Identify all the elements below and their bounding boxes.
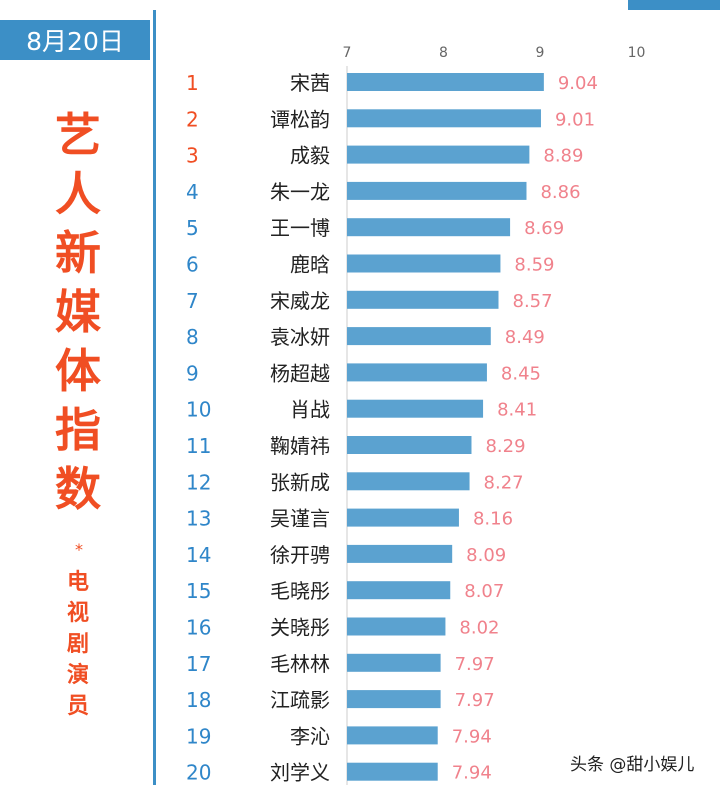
rank-label: 17 bbox=[186, 652, 211, 676]
bar bbox=[347, 653, 441, 672]
bar bbox=[347, 109, 541, 128]
x-tick-label: 7 bbox=[343, 45, 352, 61]
svg-text:": " bbox=[298, 0, 307, 6]
category-label: 吴谨言 bbox=[270, 507, 330, 531]
side-title: 艺人新媒体指数 bbox=[55, 108, 101, 516]
bar bbox=[347, 254, 501, 273]
rank-label: 1 bbox=[186, 71, 199, 95]
svg-text:": " bbox=[238, 0, 247, 6]
value-label: 8.57 bbox=[513, 291, 553, 312]
rank-label: 7 bbox=[186, 289, 199, 313]
rank-label: 20 bbox=[186, 761, 211, 785]
rank-label: 18 bbox=[186, 688, 211, 712]
rank-label: 2 bbox=[186, 107, 199, 131]
value-label: 9.01 bbox=[555, 109, 595, 130]
category-label: 宋茜 bbox=[290, 71, 330, 95]
value-label: 8.86 bbox=[540, 182, 580, 203]
bar bbox=[347, 290, 499, 309]
rank-label: 9 bbox=[186, 361, 199, 385]
value-label: 8.49 bbox=[505, 327, 545, 348]
value-label: 8.09 bbox=[466, 545, 506, 566]
bar bbox=[347, 544, 453, 563]
category-label: 袁冰妍 bbox=[270, 325, 330, 349]
svg-text:": " bbox=[478, 0, 487, 6]
rank-label: 10 bbox=[186, 398, 211, 422]
category-label: 毛林林 bbox=[270, 652, 330, 676]
category-label: 谭松韵 bbox=[270, 107, 330, 131]
value-label: 8.41 bbox=[497, 400, 537, 421]
bar bbox=[347, 363, 487, 382]
category-label: 徐开骋 bbox=[270, 543, 330, 567]
watermark: 头条 @甜小娱儿 bbox=[570, 755, 695, 775]
category-label: 关晓彤 bbox=[270, 616, 330, 640]
bar bbox=[347, 218, 511, 237]
bar bbox=[347, 181, 527, 200]
bar bbox=[347, 762, 438, 781]
top-corner-box bbox=[628, 0, 720, 10]
x-tick-label: 9 bbox=[536, 45, 545, 61]
category-label: 刘学义 bbox=[270, 761, 330, 785]
category-label: 鞠婧祎 bbox=[270, 434, 330, 458]
rank-label: 5 bbox=[186, 216, 199, 240]
category-label: 江疏影 bbox=[270, 688, 330, 712]
svg-text:": " bbox=[418, 0, 427, 6]
bar bbox=[347, 690, 441, 709]
svg-text:": " bbox=[538, 0, 547, 6]
x-tick-label: 10 bbox=[628, 45, 646, 61]
side-subtitle: 电视剧演员 bbox=[66, 570, 89, 719]
category-label: 鹿晗 bbox=[290, 253, 330, 277]
value-label: 7.97 bbox=[455, 690, 495, 711]
rank-label: 19 bbox=[186, 724, 211, 748]
value-label: 7.94 bbox=[452, 726, 492, 747]
category-label: 成毅 bbox=[290, 144, 330, 168]
value-label: 8.59 bbox=[514, 255, 554, 276]
value-label: 8.27 bbox=[484, 472, 524, 493]
value-label: 8.02 bbox=[459, 618, 499, 639]
rank-label: 3 bbox=[186, 144, 199, 168]
rank-label: 6 bbox=[186, 253, 199, 277]
value-label: 8.29 bbox=[485, 436, 525, 457]
category-label: 张新成 bbox=[270, 470, 330, 494]
value-label: 9.04 bbox=[558, 73, 598, 94]
bar bbox=[347, 145, 530, 164]
bar bbox=[347, 327, 491, 346]
category-label: 李沁 bbox=[290, 724, 330, 748]
category-label: 毛晓彤 bbox=[270, 579, 330, 603]
value-label: 7.94 bbox=[452, 763, 492, 784]
svg-text:": " bbox=[358, 0, 367, 6]
category-label: 朱一龙 bbox=[270, 180, 330, 204]
bar bbox=[347, 581, 451, 600]
top-decoration: " " " " " " bbox=[238, 0, 547, 6]
rank-label: 16 bbox=[186, 616, 211, 640]
date-badge: 8月20日 bbox=[0, 20, 150, 60]
rank-label: 15 bbox=[186, 579, 211, 603]
x-tick-label: 8 bbox=[439, 45, 448, 61]
divider-line bbox=[153, 10, 156, 785]
bar bbox=[347, 472, 470, 491]
value-label: 8.69 bbox=[524, 218, 564, 239]
rank-label: 4 bbox=[186, 180, 199, 204]
rank-label: 13 bbox=[186, 507, 211, 531]
side-star: * bbox=[75, 540, 83, 559]
category-label: 肖战 bbox=[290, 398, 330, 422]
bar bbox=[347, 436, 472, 454]
value-label: 8.07 bbox=[464, 581, 504, 602]
category-label: 王一博 bbox=[270, 216, 330, 240]
bar bbox=[347, 508, 459, 527]
category-label: 杨超越 bbox=[270, 361, 330, 385]
bar bbox=[347, 399, 484, 418]
value-label: 7.97 bbox=[455, 654, 495, 675]
bar bbox=[347, 73, 544, 91]
rank-label: 8 bbox=[186, 325, 199, 349]
category-label: 宋威龙 bbox=[270, 289, 330, 313]
rank-label: 12 bbox=[186, 470, 211, 494]
bar bbox=[347, 617, 446, 636]
rank-label: 14 bbox=[186, 543, 211, 567]
value-label: 8.16 bbox=[473, 509, 513, 530]
rank-label: 11 bbox=[186, 434, 211, 458]
value-label: 8.45 bbox=[501, 363, 541, 384]
value-label: 8.89 bbox=[543, 146, 583, 167]
bar bbox=[347, 726, 438, 745]
